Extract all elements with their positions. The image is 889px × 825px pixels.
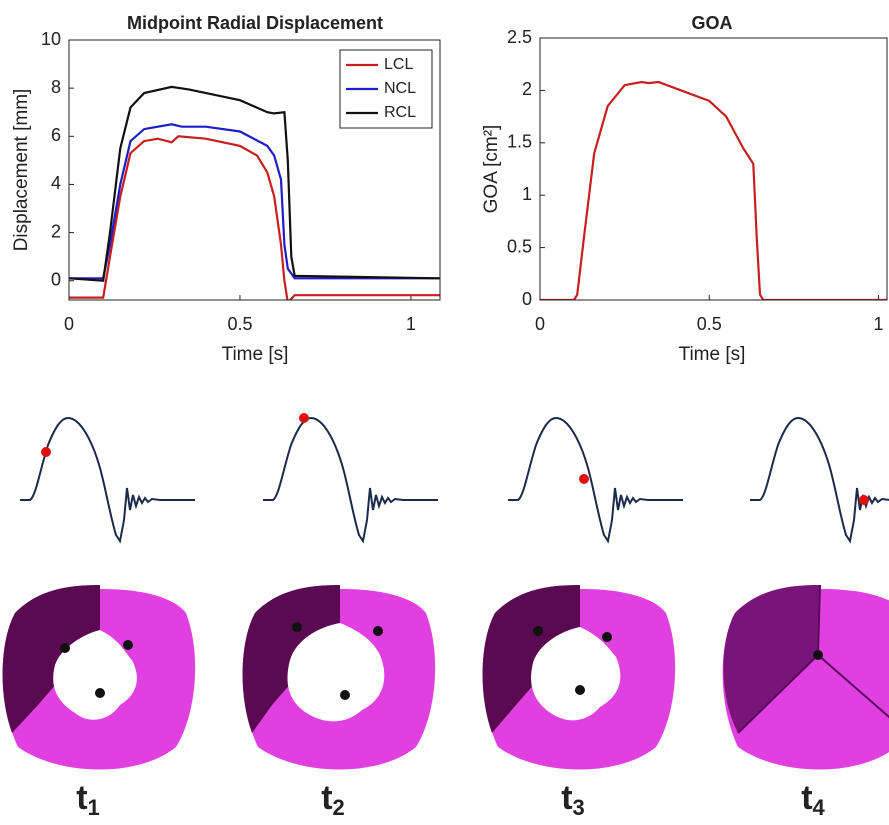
x-tick-label: 1 bbox=[406, 314, 416, 334]
y-tick-label: 0 bbox=[51, 269, 61, 289]
time-marker bbox=[299, 413, 309, 423]
y-tick-label: 1.5 bbox=[507, 132, 532, 152]
chart-title: Midpoint Radial Displacement bbox=[127, 13, 383, 33]
time-marker bbox=[579, 474, 589, 484]
panel-letter: t bbox=[76, 779, 87, 817]
panel-label: t4 bbox=[801, 779, 825, 820]
panel-subscript: 3 bbox=[573, 795, 585, 820]
legend-label: LCL bbox=[384, 56, 413, 73]
x-axis-label: Time [s] bbox=[222, 344, 289, 365]
panel-labels: t1 t2 t3 t4 bbox=[76, 779, 825, 820]
time-marker bbox=[859, 495, 869, 505]
data-line bbox=[69, 123, 440, 280]
x-axis-label: Time [s] bbox=[679, 344, 746, 365]
y-tick-label: 2.5 bbox=[507, 27, 532, 47]
panel-label: t2 bbox=[321, 779, 345, 820]
chart: Midpoint Radial Displacement Time [s] Disp… bbox=[11, 13, 441, 365]
valve-open bbox=[242, 585, 436, 770]
waveform bbox=[507, 417, 684, 542]
valve-open bbox=[482, 585, 676, 770]
valve-closed bbox=[722, 584, 889, 770]
chart: GOA Time [s] GOA [cm²] 0 0.5 1 0 0.5 1 1.5 2 2.5 bbox=[481, 13, 888, 365]
legend-label: NCL bbox=[384, 80, 416, 97]
panel-letter: t bbox=[321, 779, 332, 817]
data-line bbox=[540, 80, 887, 300]
plot-area bbox=[540, 80, 887, 300]
axes-box bbox=[539, 37, 888, 301]
waveform bbox=[749, 417, 889, 542]
chart-title: GOA bbox=[691, 13, 732, 33]
panel-subscript: 1 bbox=[88, 795, 100, 820]
y-tick-label: 8 bbox=[51, 77, 61, 97]
valves bbox=[2, 584, 889, 770]
data-line bbox=[69, 135, 440, 300]
waveforms bbox=[19, 413, 889, 542]
y-axis-label: Displacement [mm] bbox=[11, 89, 32, 252]
panel-subscript: 2 bbox=[333, 795, 345, 820]
valve-open bbox=[2, 585, 196, 770]
plot-area bbox=[69, 85, 440, 300]
panel-letter: t bbox=[561, 779, 572, 817]
legend-label: RCL bbox=[384, 104, 416, 121]
panel-subscript: 4 bbox=[813, 795, 826, 820]
x-tick-label: 0.5 bbox=[697, 314, 722, 334]
y-tick-label: 2 bbox=[522, 79, 532, 99]
y-tick-label: 6 bbox=[51, 125, 61, 145]
y-axis-label: GOA [cm²] bbox=[481, 125, 502, 214]
y-tick-label: 4 bbox=[51, 173, 61, 193]
x-tick-label: 0 bbox=[64, 314, 74, 334]
x-tick-label: 0 bbox=[535, 314, 545, 334]
time-marker bbox=[41, 447, 51, 457]
waveform bbox=[19, 417, 196, 542]
data-line bbox=[69, 85, 440, 282]
axes-box bbox=[68, 39, 441, 301]
waveform bbox=[262, 417, 439, 542]
panel-label: t3 bbox=[561, 779, 585, 820]
y-tick-label: 0.5 bbox=[507, 236, 532, 256]
y-tick-label: 0 bbox=[522, 289, 532, 309]
y-tick-label: 2 bbox=[51, 221, 61, 241]
x-tick-label: 1 bbox=[874, 314, 884, 334]
panel-letter: t bbox=[801, 779, 812, 817]
y-tick-label: 10 bbox=[41, 29, 61, 49]
panel-label: t1 bbox=[76, 779, 100, 820]
x-tick-label: 0.5 bbox=[227, 314, 252, 334]
y-tick-label: 1 bbox=[522, 184, 532, 204]
